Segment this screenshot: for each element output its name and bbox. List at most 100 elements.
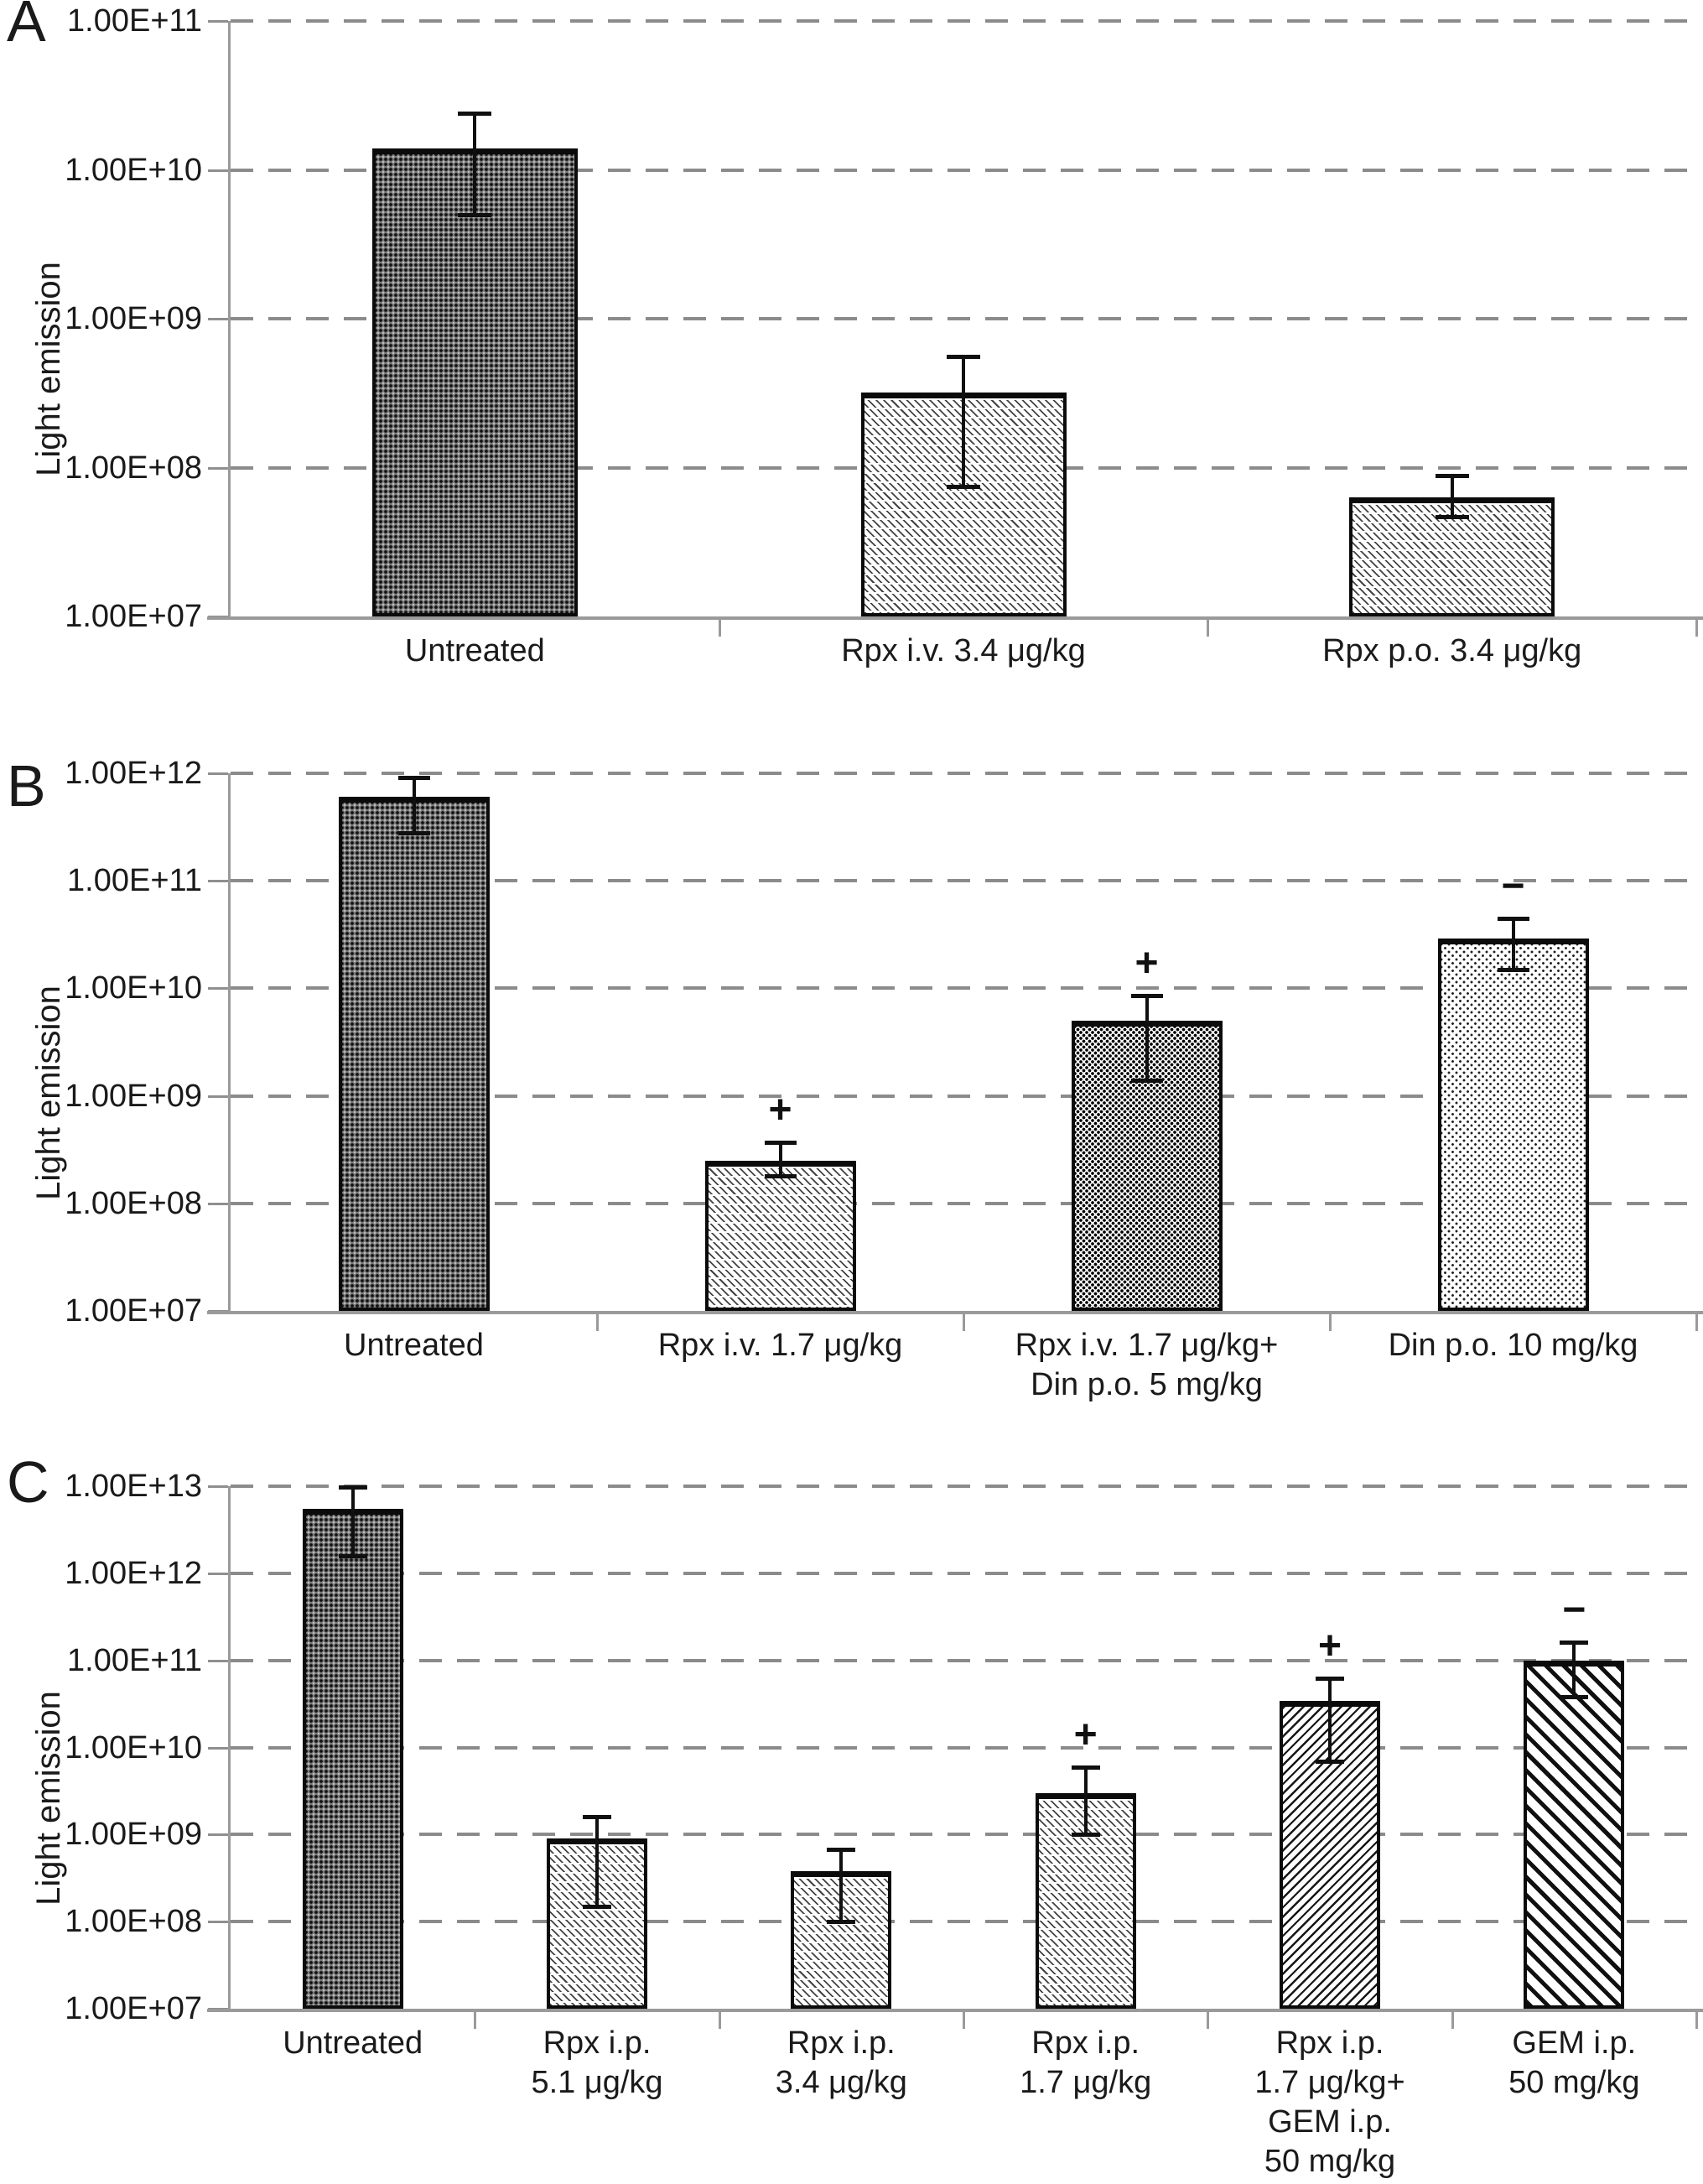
x-tick-label: Rpx i.v. 1.7 μg/kg+ Din p.o. 5 mg/kg [963,1326,1330,1405]
bar [302,1508,403,2009]
y-axis-tick [208,1572,228,1575]
y-axis-tick [208,318,228,320]
significance-annotation: + [1073,1712,1098,1757]
error-bar-cap-top [1316,1676,1344,1681]
bar [1524,1660,1625,2009]
x-tick-label-line: 1.7 μg/kg+ [1254,2065,1405,2100]
x-boundary-tick [718,620,721,637]
x-tick-label: Rpx i.p. 1.7 μg/kg [963,2024,1207,2103]
x-tick-label: Din p.o. 10 mg/kg [1330,1326,1696,1365]
error-bar-cap-top [338,1485,367,1490]
error-bar-cap-top [1497,916,1529,921]
error-bar-line [1145,996,1149,1080]
y-axis-tick [208,1659,228,1662]
x-tick-label: Rpx i.v. 3.4 μg/kg [719,632,1208,671]
x-tick-label-line: GEM i.p. [1268,2104,1392,2140]
y-tick-label: 1.00E+11 [67,1642,202,1678]
error-bar-line [1511,918,1515,970]
x-axis-line [207,1311,1703,1314]
error-bar-cap-bottom [1497,967,1529,972]
gridline [231,772,1696,775]
error-bar-line [778,1141,782,1177]
x-tick-label: Rpx i.p. 3.4 μg/kg [719,2024,963,2103]
error-bar-line [1083,1766,1088,1835]
x-boundary-tick [718,2012,721,2029]
y-tick-label: 1.00E+09 [65,301,202,336]
significance-annotation: + [1317,1623,1342,1668]
error-bar-cap-top [1130,994,1163,999]
error-bar-cap-top [947,354,980,359]
y-tick-label: 1.00E+08 [65,450,202,486]
bar [338,797,490,1311]
error-bar-cap-bottom [947,484,980,489]
error-bar-cap-top [458,112,492,116]
x-tick-label-line: Rpx p.o. 3.4 μg/kg [1322,633,1582,668]
y-tick-label: 1.00E+11 [67,863,202,899]
y-axis-tick [208,1485,228,1488]
error-bar-line [839,1849,844,1922]
x-boundary-tick [963,1314,965,1331]
bar [704,1160,856,1311]
x-tick-label-line: Rpx i.v. 3.4 μg/kg [841,633,1086,668]
y-tick-label: 1.00E+09 [65,1817,202,1853]
x-boundary-tick [1695,2012,1698,2029]
x-boundary-tick [474,2012,477,2029]
error-bar-cap-bottom [397,830,430,835]
y-axis-tick [208,20,228,23]
x-boundary-tick [1207,2012,1210,2029]
error-bar-cap-top [1071,1765,1100,1770]
gridline [231,1745,1696,1750]
y-tick-label: 1.00E+08 [65,1904,202,1940]
error-bar-cap-bottom [1071,1833,1100,1838]
x-tick-label-line: 1.7 μg/kg [1020,2065,1152,2100]
x-boundary-tick [963,2012,965,2029]
x-tick-label-line: Rpx i.v. 1.7 μg/kg+ [1015,1328,1279,1363]
gridline [231,986,1696,991]
error-bar-cap-bottom [764,1174,797,1179]
error-bar-line [473,113,477,215]
significance-annotation: − [1562,1588,1586,1633]
x-tick-label: Untreated [231,2024,475,2063]
significance-annotation: + [768,1087,792,1132]
error-bar-cap-top [583,1815,611,1820]
gridline [231,317,1696,320]
bar [1349,497,1555,616]
y-tick-label: 1.00E+10 [65,970,202,1006]
x-tick-label: Untreated [231,1326,597,1365]
x-tick-label-line: GEM i.p. [1512,2025,1637,2061]
error-bar-cap-bottom [1435,514,1469,519]
y-axis-tick [208,880,228,883]
x-tick-label: Rpx i.p. 1.7 μg/kg+ GEM i.p. 50 mg/kg [1207,2024,1451,2181]
x-tick-label-line: Rpx i.p. [787,2025,896,2061]
x-tick-label-line: Din p.o. 10 mg/kg [1388,1328,1638,1363]
error-bar-cap-top [1560,1641,1589,1646]
y-axis-tick [208,1833,228,1837]
y-axis-tick [208,1095,228,1098]
y-axis-tick [208,1202,228,1205]
y-axis-tick [208,466,228,470]
y-axis-tick [208,1921,228,1924]
x-tick-label-line: Untreated [344,1328,484,1363]
y-tick-label: 1.00E+12 [65,1555,202,1591]
y-tick-label: 1.00E+12 [65,756,202,791]
y-axis-tick [208,987,228,991]
error-bar-line [412,777,416,833]
x-boundary-tick [1329,1314,1332,1331]
gridline [231,1571,1696,1575]
x-tick-label: Rpx i.v. 1.7 μg/kg [597,1326,963,1365]
x-tick-label-line: 50 mg/kg [1508,2065,1640,2100]
significance-annotation: − [1501,863,1525,908]
bar [1437,939,1589,1311]
x-tick-label-line: Rpx i.p. [1275,2025,1384,2061]
x-boundary-tick [1695,620,1698,637]
error-bar-line [1328,1677,1332,1761]
x-tick-label-line: 3.4 μg/kg [775,2065,907,2100]
y-tick-label: 1.00E+07 [65,1293,202,1329]
error-bar-cap-bottom [338,1553,367,1558]
y-axis-line [228,1486,231,2009]
x-axis-line [207,616,1703,620]
